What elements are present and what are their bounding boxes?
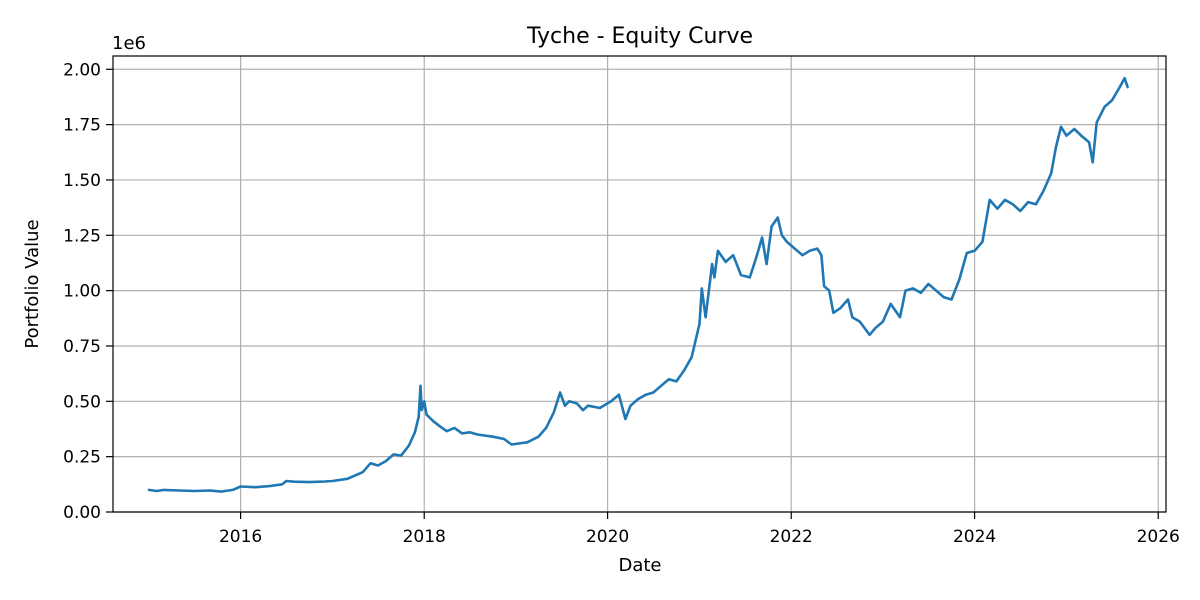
y-tick-label: 0.50 bbox=[63, 392, 101, 412]
y-tick-label: 1.00 bbox=[63, 282, 101, 302]
y-axis-ticks: 0.00 0.25 0.50 0.75 1.00 1.25 1.50 1.75 2.00 bbox=[63, 60, 113, 523]
chart-title: Tyche - Equity Curve bbox=[526, 24, 753, 49]
series-layer bbox=[147, 76, 1129, 493]
plot-area-frame bbox=[112, 55, 1167, 513]
x-tick-label: 2022 bbox=[770, 527, 813, 547]
x-tick-label: 2026 bbox=[1137, 527, 1180, 547]
x-tick-label: 2024 bbox=[953, 527, 996, 547]
x-axis-ticks: 2016 2018 2020 2022 2024 2026 bbox=[219, 512, 1180, 547]
y-tick-label: 0.25 bbox=[63, 448, 101, 468]
x-tick-label: 2020 bbox=[586, 527, 629, 547]
x-tick-label: 2016 bbox=[219, 527, 262, 547]
y-tick-label: 2.00 bbox=[63, 60, 101, 80]
y-axis-offset-label: 1e6 bbox=[112, 33, 146, 54]
x-axis-label: Date bbox=[618, 555, 661, 576]
grid-lines bbox=[113, 56, 1166, 513]
x-tick-label: 2018 bbox=[403, 527, 446, 547]
y-tick-label: 0.75 bbox=[63, 337, 101, 357]
equity-series-line bbox=[147, 76, 1129, 493]
y-tick-label: 0.00 bbox=[63, 503, 101, 523]
y-axis-label: Portfolio Value bbox=[22, 219, 43, 348]
y-tick-label: 1.25 bbox=[63, 226, 101, 246]
y-tick-label: 1.75 bbox=[63, 116, 101, 136]
y-tick-label: 1.50 bbox=[63, 171, 101, 191]
